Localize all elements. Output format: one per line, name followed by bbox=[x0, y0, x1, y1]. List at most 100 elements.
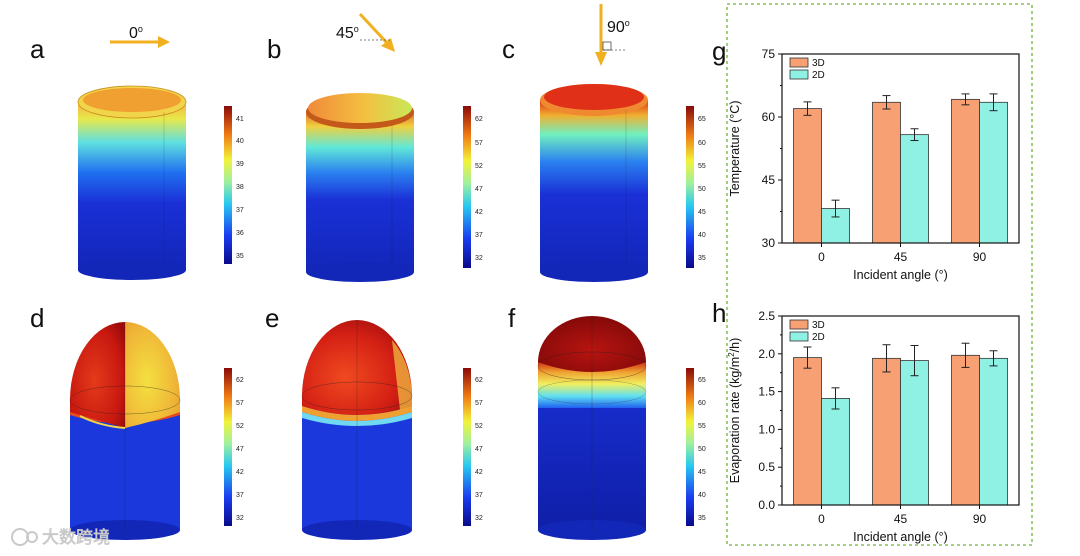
cylinder-model-c bbox=[540, 84, 648, 282]
legend-swatch-3d bbox=[789, 319, 809, 330]
y-tick-label: 2.5 bbox=[758, 309, 775, 323]
legend-label-3d: 3D bbox=[812, 320, 825, 331]
angle-label-b: 45o bbox=[336, 24, 359, 42]
svg-text:35: 35 bbox=[698, 255, 706, 262]
legend-swatch-2d bbox=[789, 331, 809, 342]
dome-model-d bbox=[69, 322, 181, 540]
svg-text:47: 47 bbox=[475, 186, 483, 193]
y-tick-label: 2.0 bbox=[758, 347, 775, 361]
svg-text:60: 60 bbox=[698, 400, 706, 407]
svg-text:42: 42 bbox=[236, 469, 244, 476]
svg-text:45: 45 bbox=[698, 209, 706, 216]
cylinder-model-a bbox=[77, 85, 187, 280]
panel-c: c 90o 65 60 55 50 45 40 35 bbox=[502, 4, 706, 282]
bar-3d-90 bbox=[951, 98, 980, 244]
incident-arrow-icon bbox=[358, 12, 395, 52]
svg-text:55: 55 bbox=[698, 163, 706, 170]
svg-text:39: 39 bbox=[236, 161, 244, 168]
svg-text:52: 52 bbox=[475, 163, 483, 170]
y-tick-label: 1.0 bbox=[758, 422, 775, 436]
legend-swatch-2d bbox=[789, 69, 809, 80]
y-tick-label: 75 bbox=[762, 47, 776, 61]
svg-text:65: 65 bbox=[698, 116, 706, 123]
incident-arrow-icon bbox=[595, 4, 626, 66]
angle-label-c: 90o bbox=[607, 18, 630, 36]
svg-text:65: 65 bbox=[698, 377, 706, 384]
bar-3d-0 bbox=[793, 108, 822, 244]
bar-2d-90 bbox=[979, 101, 1008, 244]
svg-text:37: 37 bbox=[475, 492, 483, 499]
svg-text:62: 62 bbox=[475, 116, 483, 123]
svg-text:40: 40 bbox=[698, 492, 706, 499]
panel-e: e 62 57 52 47 42 37 32 bbox=[265, 303, 483, 540]
panel-label-b: b bbox=[267, 34, 281, 64]
svg-text:57: 57 bbox=[236, 400, 244, 407]
panel-label-d: d bbox=[30, 303, 44, 333]
svg-text:47: 47 bbox=[236, 446, 244, 453]
svg-text:45: 45 bbox=[698, 469, 706, 476]
panel-b: b 45o 62 57 52 47 42 37 32 bbox=[267, 12, 483, 282]
panel-f: f 65 60 55 50 45 40 35 bbox=[508, 303, 706, 540]
panel-label-a: a bbox=[30, 34, 45, 64]
svg-text:35: 35 bbox=[698, 515, 706, 522]
y-tick-label: 0.0 bbox=[758, 498, 775, 512]
dome-model-f bbox=[537, 316, 647, 540]
y-axis-label: Temperature (°C) bbox=[728, 100, 742, 196]
colorbar-c: 65 60 55 50 45 40 35 bbox=[686, 106, 706, 268]
svg-text:57: 57 bbox=[475, 400, 483, 407]
svg-text:37: 37 bbox=[236, 492, 244, 499]
charts-frame bbox=[726, 3, 1033, 546]
svg-text:57: 57 bbox=[475, 140, 483, 147]
dome-model-e bbox=[301, 320, 413, 540]
watermark-logo-icon bbox=[11, 528, 29, 546]
svg-text:55: 55 bbox=[698, 423, 706, 430]
svg-text:42: 42 bbox=[475, 209, 483, 216]
svg-text:62: 62 bbox=[236, 377, 244, 384]
svg-text:52: 52 bbox=[475, 423, 483, 430]
svg-text:40: 40 bbox=[698, 232, 706, 239]
svg-text:47: 47 bbox=[475, 446, 483, 453]
legend-label-2d: 2D bbox=[812, 332, 825, 343]
y-tick-label: 60 bbox=[762, 110, 776, 124]
bar-3d-45 bbox=[872, 101, 901, 244]
panel-label-h: h bbox=[712, 298, 726, 328]
panel-label-g: g bbox=[712, 36, 726, 66]
svg-text:37: 37 bbox=[236, 207, 244, 214]
legend-label-3d: 3D bbox=[812, 58, 825, 69]
y-axis-label: Evaporation rate (kg/m2/h) bbox=[727, 338, 742, 484]
watermark-text: 大数跨境 bbox=[42, 527, 110, 547]
x-tick-label: 45 bbox=[894, 250, 908, 264]
panel-label-f: f bbox=[508, 303, 516, 333]
panel-label-c: c bbox=[502, 34, 515, 64]
svg-text:41: 41 bbox=[236, 116, 244, 123]
bar-2d-0 bbox=[821, 398, 850, 506]
svg-text:35: 35 bbox=[236, 253, 244, 260]
x-tick-label: 90 bbox=[973, 250, 987, 264]
watermark: 大数跨境 bbox=[11, 527, 110, 547]
incident-arrow-icon bbox=[110, 36, 170, 48]
x-tick-label: 45 bbox=[894, 512, 908, 526]
legend-swatch-3d bbox=[789, 57, 809, 68]
svg-text:42: 42 bbox=[475, 469, 483, 476]
svg-text:32: 32 bbox=[475, 255, 483, 262]
svg-text:36: 36 bbox=[236, 230, 244, 237]
svg-text:37: 37 bbox=[475, 232, 483, 239]
svg-text:50: 50 bbox=[698, 186, 706, 193]
bar-3d-45 bbox=[872, 357, 901, 506]
y-tick-label: 0.5 bbox=[758, 460, 775, 474]
panel-a: a 0o 41 40 39 38 37 36 35 bbox=[30, 24, 244, 280]
svg-text:62: 62 bbox=[475, 377, 483, 384]
x-tick-label: 90 bbox=[973, 512, 987, 526]
bar-2d-45 bbox=[900, 134, 929, 244]
svg-text:32: 32 bbox=[475, 515, 483, 522]
x-axis-label: Incident angle (°) bbox=[853, 268, 948, 282]
bar-3d-0 bbox=[793, 357, 822, 506]
colorbar-e: 62 57 52 47 42 37 32 bbox=[463, 368, 483, 526]
bar-3d-90 bbox=[951, 354, 980, 506]
cylinder-model-b bbox=[306, 93, 414, 282]
y-tick-label: 1.5 bbox=[758, 385, 775, 399]
x-axis-label: Incident angle (°) bbox=[853, 530, 948, 544]
angle-label-a: 0o bbox=[129, 24, 143, 42]
